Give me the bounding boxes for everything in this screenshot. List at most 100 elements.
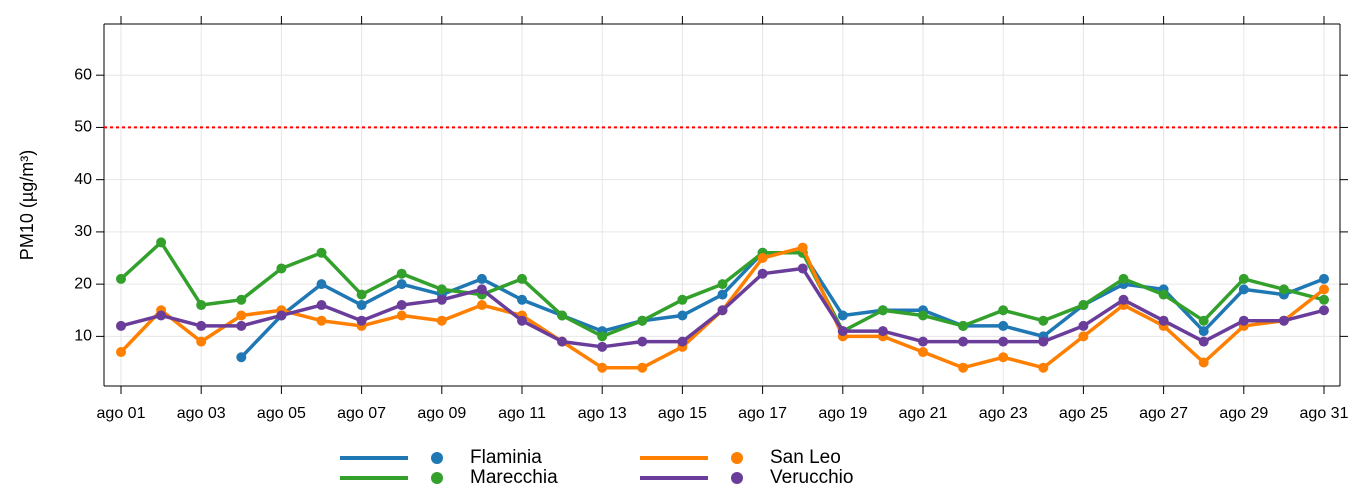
data-point — [877, 326, 888, 337]
legend-dot — [431, 452, 443, 464]
x-tick-label: ago 17 — [738, 405, 787, 422]
data-point — [717, 289, 728, 300]
x-tick-label: ago 09 — [417, 405, 466, 422]
data-point — [597, 362, 608, 373]
data-point — [1198, 336, 1209, 347]
data-point — [797, 242, 808, 253]
data-point — [1319, 305, 1329, 316]
data-point — [476, 273, 487, 284]
legend-label: Marecchia — [470, 467, 558, 488]
y-tick-label: 50 — [74, 119, 92, 136]
legend-label: Flaminia — [470, 447, 542, 468]
data-point — [637, 315, 648, 326]
data-point — [1118, 294, 1129, 305]
y-tick-label: 40 — [74, 171, 92, 188]
data-point — [517, 294, 527, 305]
data-point — [396, 268, 407, 279]
data-point — [316, 247, 327, 258]
data-point — [837, 326, 848, 337]
data-point — [837, 310, 848, 321]
legend-dot — [731, 452, 743, 464]
data-point — [316, 300, 327, 311]
data-point — [757, 268, 768, 279]
x-tick-label: ago 11 — [498, 405, 546, 422]
data-point — [396, 310, 407, 321]
data-point — [356, 289, 367, 300]
data-point — [156, 237, 167, 248]
data-point — [918, 310, 928, 321]
x-tick-label: ago 21 — [899, 405, 948, 422]
data-point — [116, 273, 126, 284]
data-point — [276, 310, 287, 321]
data-point — [276, 263, 287, 274]
data-point — [236, 320, 247, 331]
data-point — [557, 310, 568, 321]
data-point — [1118, 273, 1129, 284]
data-point — [757, 253, 768, 264]
x-tick-label: ago 13 — [578, 405, 627, 422]
series-line — [119, 240, 1325, 339]
data-point — [316, 315, 327, 326]
data-point — [236, 310, 247, 321]
data-point — [677, 336, 688, 347]
x-tick-label: ago 01 — [97, 405, 146, 422]
x-tick-label: ago 05 — [257, 405, 306, 422]
data-point — [436, 294, 447, 305]
data-point — [1198, 357, 1209, 368]
data-point — [356, 300, 367, 311]
x-tick-label: ago 27 — [1139, 405, 1188, 422]
data-point — [236, 294, 247, 305]
y-axis-label: PM10 (µg/m³) — [17, 150, 37, 260]
data-point — [1198, 326, 1209, 337]
x-tick-label: ago 15 — [658, 405, 707, 422]
data-point — [1319, 273, 1329, 284]
data-point — [1158, 289, 1169, 300]
data-point — [677, 294, 688, 305]
legend-label: Verucchio — [770, 467, 853, 488]
data-point — [1319, 294, 1329, 305]
data-point — [156, 310, 167, 321]
data-point — [436, 284, 447, 295]
legend-dot — [431, 472, 443, 484]
data-point — [1198, 315, 1209, 326]
data-point — [1158, 315, 1169, 326]
data-point — [597, 331, 608, 342]
data-point — [877, 305, 888, 316]
data-point — [717, 279, 728, 290]
data-point — [196, 320, 207, 331]
data-point — [396, 300, 407, 311]
data-point — [236, 352, 247, 363]
data-point — [717, 305, 728, 316]
data-point — [998, 320, 1009, 331]
data-point — [1238, 273, 1249, 284]
legend-dot — [731, 472, 743, 484]
data-point — [1278, 284, 1289, 295]
data-point — [998, 352, 1009, 363]
data-point — [396, 279, 407, 290]
x-tick-label: ago 07 — [337, 405, 386, 422]
y-tick-label: 30 — [74, 223, 92, 240]
data-point — [998, 305, 1009, 316]
x-tick-label: ago 19 — [818, 405, 867, 422]
data-point — [958, 362, 969, 373]
data-point — [597, 341, 608, 352]
legend-label: San Leo — [770, 447, 841, 468]
x-tick-label: ago 03 — [177, 405, 226, 422]
y-tick-label: 10 — [74, 328, 92, 345]
data-point — [116, 320, 126, 331]
data-point — [1078, 300, 1089, 311]
data-point — [1038, 336, 1049, 347]
x-tick-label: ago 23 — [979, 405, 1028, 422]
data-point — [958, 320, 969, 331]
data-point — [918, 347, 928, 358]
data-point — [557, 336, 568, 347]
data-point — [196, 300, 207, 311]
data-point — [436, 315, 447, 326]
data-point — [316, 279, 327, 290]
data-point — [1238, 284, 1249, 295]
data-point — [637, 362, 648, 373]
data-point — [196, 336, 207, 347]
data-point — [1038, 315, 1049, 326]
